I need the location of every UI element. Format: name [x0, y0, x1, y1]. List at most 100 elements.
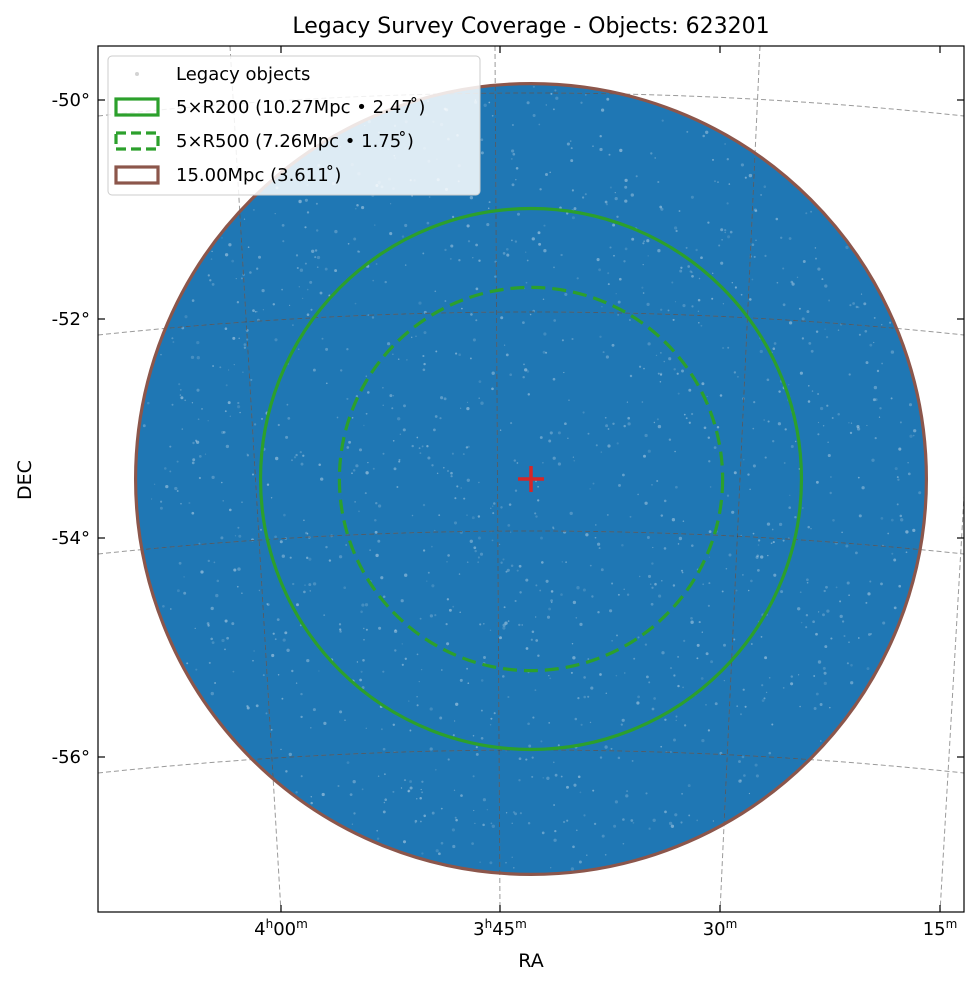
object-speckle	[685, 417, 688, 420]
object-speckle	[236, 301, 240, 304]
object-speckle	[475, 319, 478, 322]
object-speckle	[446, 598, 450, 601]
object-speckle	[690, 616, 693, 620]
dec-grid-line	[135, 530, 927, 555]
object-speckle	[637, 636, 640, 639]
object-speckle	[873, 341, 875, 344]
object-speckle	[479, 623, 482, 626]
object-speckle	[713, 446, 717, 449]
object-speckle	[561, 561, 563, 563]
object-speckle	[147, 401, 150, 405]
y-tick-label: -52°	[52, 309, 90, 330]
object-speckle	[309, 280, 313, 284]
object-speckle	[576, 586, 580, 590]
object-speckle	[824, 284, 828, 288]
object-speckle	[391, 407, 394, 410]
object-speckle	[284, 631, 288, 635]
object-speckle	[480, 151, 484, 155]
object-speckle	[227, 369, 230, 371]
object-speckle	[788, 321, 793, 325]
object-speckle	[238, 337, 240, 340]
object-speckle	[598, 547, 601, 550]
object-speckle	[361, 206, 365, 210]
object-speckle	[879, 407, 882, 410]
object-speckle	[678, 536, 683, 541]
object-speckle	[743, 774, 746, 777]
object-speckle	[475, 243, 478, 247]
object-speckle	[742, 574, 744, 576]
object-speckle	[306, 313, 310, 316]
object-speckle	[299, 450, 302, 454]
object-speckle	[832, 519, 835, 522]
object-speckle	[703, 426, 707, 430]
object-speckle	[747, 589, 750, 592]
object-speckle	[490, 717, 493, 720]
object-speckle	[213, 561, 216, 564]
object-speckle	[406, 359, 408, 361]
object-speckle	[614, 800, 619, 804]
object-speckle	[526, 259, 529, 262]
object-speckle	[575, 617, 578, 619]
object-speckle	[151, 498, 153, 500]
object-speckle	[822, 425, 825, 427]
object-speckle	[768, 751, 772, 755]
object-speckle	[420, 668, 423, 671]
object-speckle	[518, 564, 522, 568]
object-speckle	[820, 740, 822, 742]
object-speckle	[606, 97, 610, 101]
object-speckle	[300, 462, 304, 466]
object-speckle	[738, 760, 741, 764]
object-speckle	[404, 657, 407, 660]
object-speckle	[553, 266, 555, 269]
object-speckle	[262, 674, 265, 677]
object-speckle	[815, 257, 817, 260]
object-speckle	[751, 278, 754, 281]
object-speckle	[466, 401, 469, 404]
object-speckle	[226, 636, 229, 640]
object-speckle	[657, 424, 662, 429]
object-speckle	[422, 368, 426, 372]
object-speckle	[538, 242, 542, 246]
object-speckle	[304, 226, 307, 229]
object-speckle	[681, 569, 683, 572]
object-speckle	[343, 586, 347, 590]
object-speckle	[733, 371, 737, 374]
object-speckle	[229, 415, 231, 417]
object-speckle	[540, 740, 543, 743]
object-speckle	[255, 704, 259, 708]
object-speckle	[511, 123, 514, 127]
object-speckle	[705, 704, 707, 706]
object-speckle	[369, 549, 371, 551]
object-speckle	[460, 794, 463, 797]
object-speckle	[873, 316, 876, 319]
object-speckle	[292, 582, 295, 586]
object-speckle	[674, 301, 677, 303]
object-speckle	[471, 842, 474, 845]
object-speckle	[545, 579, 549, 583]
object-speckle	[677, 543, 680, 545]
object-speckle	[289, 556, 292, 559]
object-speckle	[209, 279, 212, 282]
object-speckle	[418, 680, 420, 683]
object-speckle	[629, 515, 632, 518]
object-speckle	[763, 697, 766, 700]
object-speckle	[241, 592, 243, 595]
object-speckle	[624, 247, 628, 251]
ra-grid-line	[940, 46, 979, 912]
object-speckle	[252, 659, 254, 662]
object-speckle	[660, 745, 663, 748]
object-speckle	[466, 406, 470, 411]
object-speckle	[869, 580, 872, 583]
object-speckle	[725, 567, 728, 570]
object-speckle	[612, 223, 616, 227]
object-speckle	[720, 228, 724, 232]
object-speckle	[453, 789, 456, 791]
object-speckle	[900, 518, 904, 522]
object-speckle	[605, 203, 609, 206]
object-speckle	[174, 486, 178, 491]
object-speckle	[742, 688, 745, 691]
object-speckle	[570, 671, 573, 674]
object-speckle	[325, 382, 328, 385]
object-speckle	[419, 797, 422, 800]
object-speckle	[688, 814, 691, 817]
